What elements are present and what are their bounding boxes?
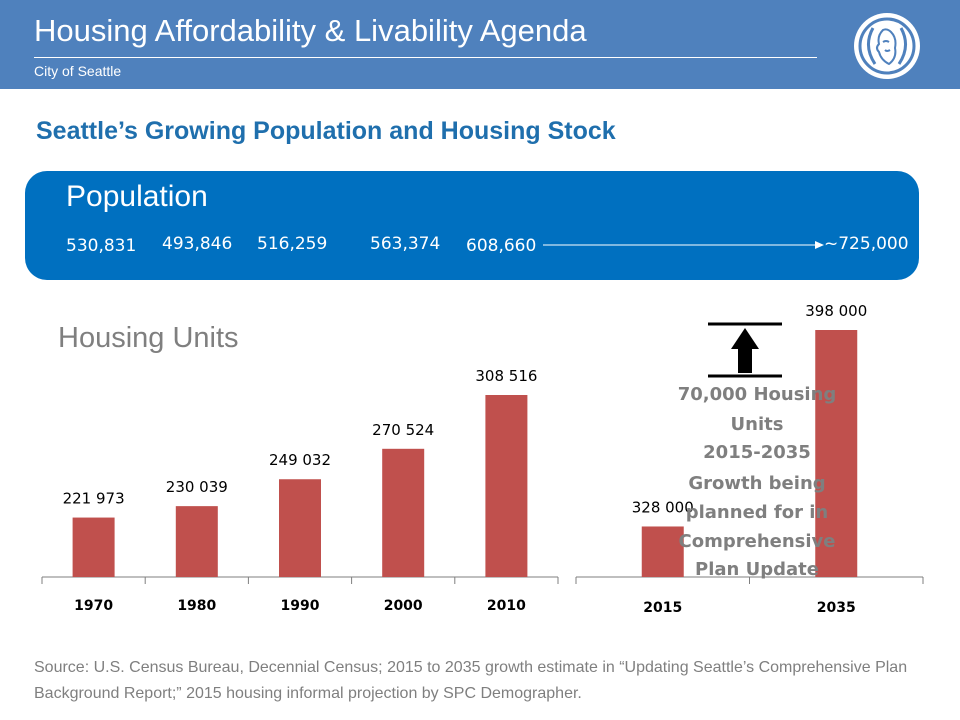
data-label: 308 516 — [475, 367, 537, 385]
category-label: 1990 — [281, 598, 320, 614]
population-title: Population — [66, 180, 208, 213]
city-seal-icon — [854, 13, 920, 79]
chart-projection: 328 000 2015 398 000 2035 — [575, 302, 924, 616]
bar — [641, 526, 684, 577]
bar — [382, 448, 425, 577]
bar — [279, 479, 321, 577]
growth-arrow-icon — [708, 322, 782, 378]
annotation-line: 70,000 Housing — [678, 384, 837, 405]
header-title: Housing Affordability & Livability Agend… — [34, 13, 587, 48]
population-value: 493,846 — [162, 234, 233, 254]
category-label: 2000 — [384, 598, 423, 614]
population-value: 563,374 — [370, 234, 441, 254]
chart-historical: 221 973 1970 230 039 1980 249 032 1990 270 524… — [41, 367, 559, 614]
projection-arrow — [543, 241, 824, 249]
bar — [485, 395, 528, 577]
annotation-line: Comprehensive — [679, 531, 836, 552]
population-panel: Population 530,831 493,846 516,259 563,3… — [25, 171, 919, 280]
data-label: 328 000 — [632, 498, 694, 516]
data-label: 249 032 — [269, 451, 331, 469]
data-label: 270 524 — [372, 421, 434, 439]
data-label: 221 973 — [63, 490, 125, 508]
section-title: Seattle’s Growing Population and Housing… — [36, 117, 616, 145]
bar — [175, 506, 218, 577]
header-subtitle: City of Seattle — [34, 63, 122, 79]
header-divider — [34, 57, 817, 58]
data-label: 398 000 — [805, 302, 867, 320]
category-label: 2010 — [487, 598, 526, 614]
header-bar: Housing Affordability & Livability Agend… — [0, 0, 960, 89]
annotation-line: planned for in — [686, 502, 829, 523]
source-note: Source: U.S. Census Bureau, Decennial Ce… — [34, 659, 908, 702]
annotation-line: Growth being — [688, 473, 825, 494]
category-label: 2035 — [817, 600, 856, 616]
category-label: 1980 — [177, 598, 216, 614]
data-label: 230 039 — [166, 478, 228, 496]
bar — [815, 330, 858, 577]
population-value: 608,660 — [466, 236, 537, 256]
category-label: 1970 — [74, 598, 113, 614]
population-value: 530,831 — [66, 236, 137, 256]
population-value: ~725,000 — [824, 234, 909, 254]
growth-annotation: 70,000 Housing Units 2015-2035 Growth being… — [678, 384, 837, 580]
annotation-line: Plan Update — [695, 559, 819, 580]
population-value: 516,259 — [257, 234, 328, 254]
housing-units-title: Housing Units — [58, 322, 239, 354]
category-label: 2015 — [643, 600, 682, 616]
bar — [72, 517, 115, 577]
annotation-line: Units — [731, 414, 784, 435]
annotation-line: 2015-2035 — [703, 442, 811, 463]
